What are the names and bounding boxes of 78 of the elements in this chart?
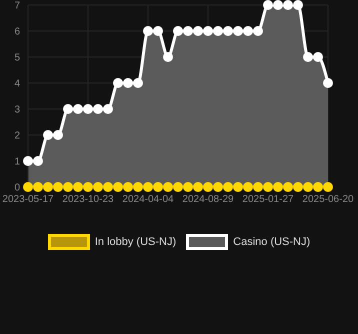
point xyxy=(193,26,203,36)
point xyxy=(53,182,63,192)
point xyxy=(63,104,73,114)
point xyxy=(163,52,173,62)
point xyxy=(283,182,293,192)
point xyxy=(263,182,273,192)
point xyxy=(303,182,313,192)
legend-label: Casino (US-NJ) xyxy=(233,236,310,248)
point xyxy=(183,182,193,192)
point xyxy=(103,182,113,192)
x-tick-label: 2024-08-29 xyxy=(182,194,234,206)
point xyxy=(243,26,253,36)
y-tick-label: 7 xyxy=(14,0,20,12)
point xyxy=(23,182,33,192)
point xyxy=(153,26,163,36)
point xyxy=(113,78,123,88)
point xyxy=(263,0,273,10)
y-tick-label: 6 xyxy=(14,26,20,38)
point xyxy=(313,182,323,192)
legend-label: In lobby (US-NJ) xyxy=(94,236,176,248)
point xyxy=(283,0,293,10)
point xyxy=(293,182,303,192)
point xyxy=(33,182,43,192)
point xyxy=(253,182,263,192)
point xyxy=(133,182,143,192)
point xyxy=(163,182,173,192)
point xyxy=(93,182,103,192)
point xyxy=(23,156,33,166)
point xyxy=(83,104,93,114)
point xyxy=(83,182,93,192)
point xyxy=(173,26,183,36)
x-tick-label: 2024-04-04 xyxy=(122,194,174,206)
point xyxy=(133,78,143,88)
y-tick-label: 5 xyxy=(14,52,20,64)
x-tick-label: 2025-01-27 xyxy=(242,194,294,206)
point xyxy=(293,0,303,10)
y-tick-label: 1 xyxy=(14,156,20,168)
point xyxy=(143,26,153,36)
point xyxy=(123,78,133,88)
point xyxy=(273,0,283,10)
point xyxy=(243,182,253,192)
point xyxy=(43,130,53,140)
x-tick-label: 2023-10-23 xyxy=(62,194,114,206)
point xyxy=(213,182,223,192)
point xyxy=(103,104,113,114)
point xyxy=(63,182,73,192)
point xyxy=(203,26,213,36)
y-tick-label: 4 xyxy=(14,78,20,90)
point xyxy=(223,26,233,36)
point xyxy=(73,182,83,192)
point xyxy=(203,182,213,192)
point xyxy=(143,182,153,192)
point xyxy=(323,78,333,88)
point xyxy=(93,104,103,114)
point xyxy=(253,26,263,36)
point xyxy=(53,130,63,140)
point xyxy=(233,182,243,192)
point xyxy=(303,52,313,62)
y-tick-label: 2 xyxy=(14,130,20,142)
point xyxy=(213,26,223,36)
point xyxy=(33,156,43,166)
point xyxy=(73,104,83,114)
point xyxy=(193,182,203,192)
x-tick-label: 2023-05-17 xyxy=(2,194,54,206)
point xyxy=(233,26,243,36)
point xyxy=(43,182,53,192)
x-tick-label: 2025-06-20 xyxy=(302,194,354,206)
point xyxy=(173,182,183,192)
point xyxy=(153,182,163,192)
point xyxy=(223,182,233,192)
point xyxy=(313,52,323,62)
y-tick-label: 3 xyxy=(14,104,20,116)
point xyxy=(273,182,283,192)
point xyxy=(323,182,333,192)
point xyxy=(183,26,193,36)
y-tick-label: 0 xyxy=(14,182,20,194)
point xyxy=(123,182,133,192)
point xyxy=(113,182,123,192)
